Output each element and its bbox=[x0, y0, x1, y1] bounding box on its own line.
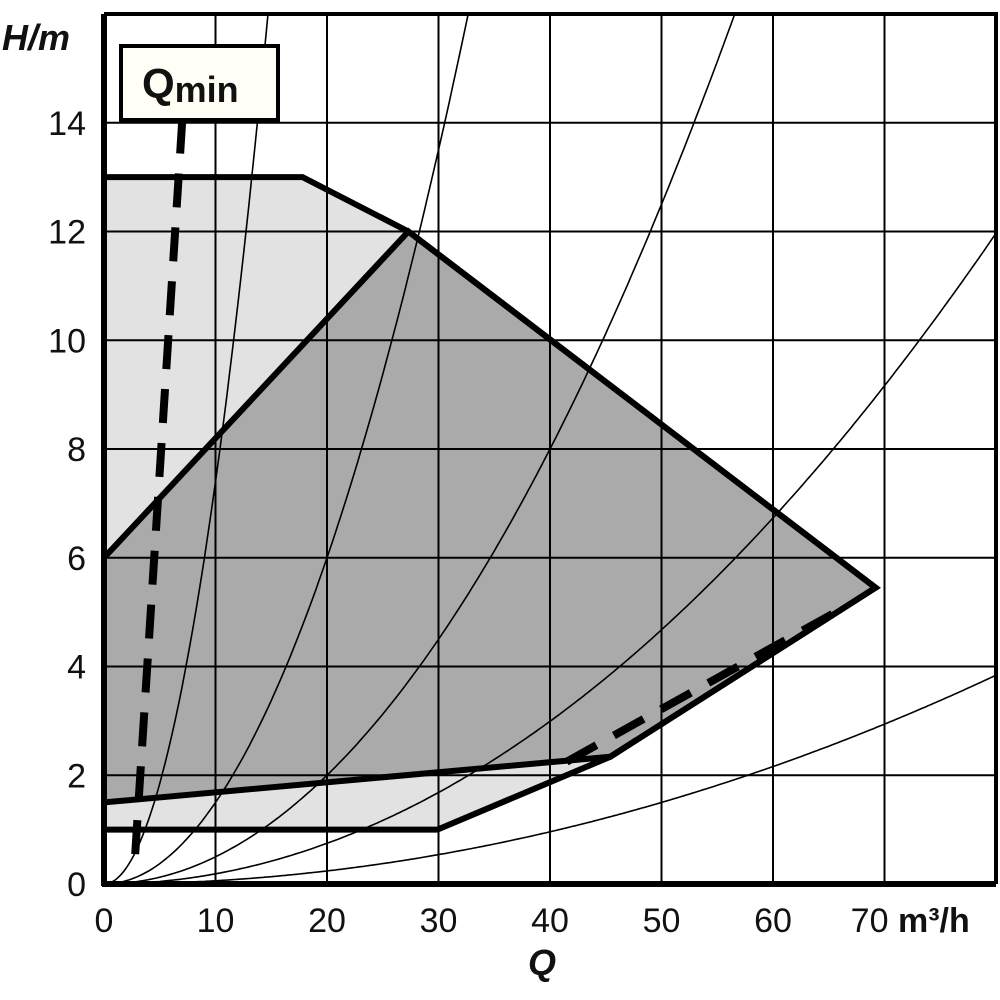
x-tick-label: 10 bbox=[197, 902, 235, 940]
y-tick-label: 2 bbox=[67, 757, 86, 795]
system-curve bbox=[104, 14, 736, 884]
x-tick-label: 40 bbox=[531, 902, 569, 940]
y-tick-label: 4 bbox=[67, 649, 86, 687]
system-curve bbox=[104, 674, 996, 884]
y-tick-label: 0 bbox=[67, 866, 86, 904]
y-axis-label: H/m bbox=[2, 17, 70, 58]
y-tick-label: 8 bbox=[67, 431, 86, 469]
x-tick-label: 30 bbox=[420, 902, 458, 940]
x-tick-label: 20 bbox=[308, 902, 346, 940]
system-curve bbox=[104, 14, 269, 884]
qmin-label-box bbox=[119, 44, 280, 122]
qmin_line bbox=[131, 122, 187, 855]
x-tick-label: 0 bbox=[95, 902, 114, 940]
qmin-label-text: Qmin bbox=[142, 60, 239, 110]
y-tick-label: 14 bbox=[48, 105, 86, 143]
y-tick-label: 6 bbox=[67, 540, 86, 578]
x-axis-unit: m³/h bbox=[898, 902, 970, 940]
x-tick-label: 70 bbox=[851, 902, 889, 940]
x-axis-label: Q bbox=[528, 942, 556, 983]
y-tick-label: 12 bbox=[48, 214, 86, 252]
x-tick-label: 60 bbox=[754, 902, 792, 940]
boundary-operating_field bbox=[101, 227, 881, 806]
region-operating_field bbox=[104, 231, 876, 803]
qmin-label: Qmin bbox=[119, 44, 280, 122]
x-tick-label: 50 bbox=[643, 902, 681, 940]
system-curve bbox=[104, 232, 996, 884]
y-tick-label: 10 bbox=[48, 322, 86, 360]
